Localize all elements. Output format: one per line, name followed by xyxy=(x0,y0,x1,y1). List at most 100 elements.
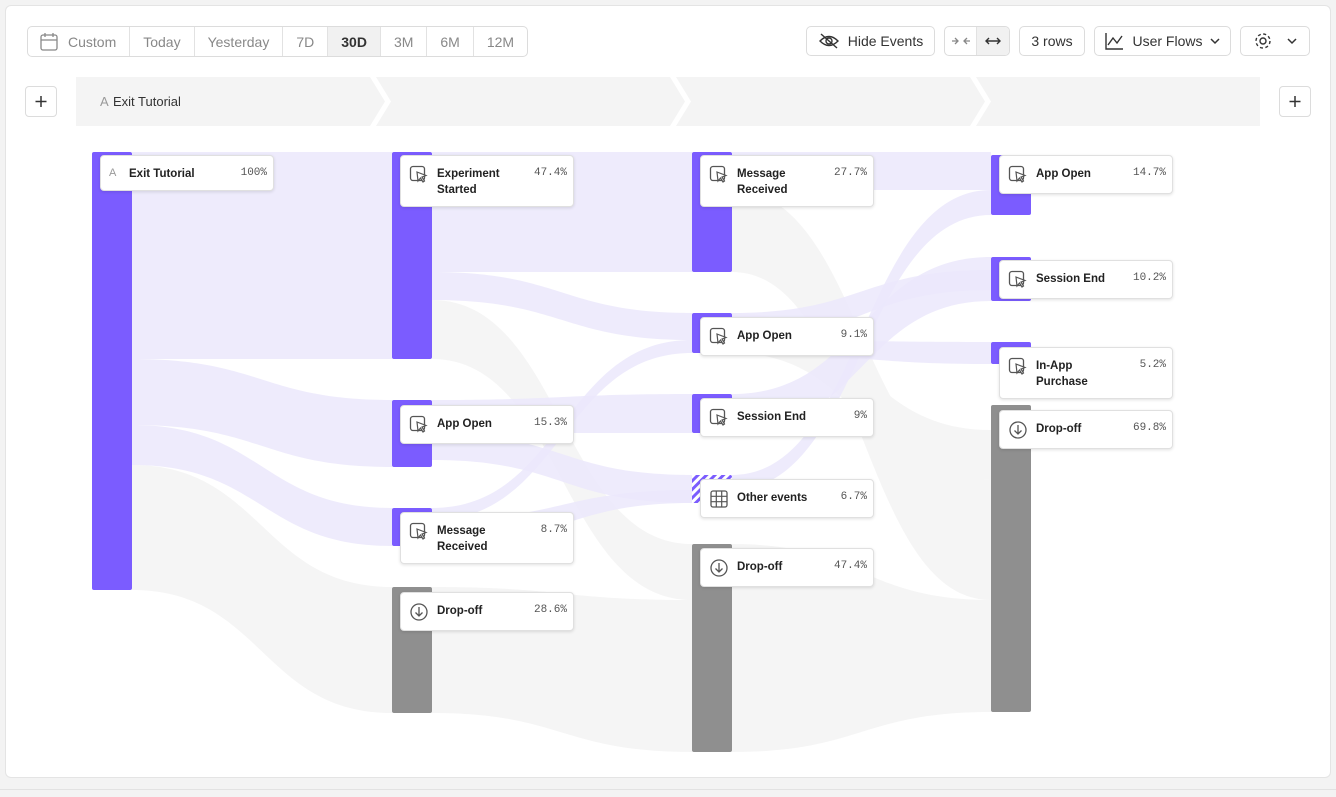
event-icon xyxy=(709,165,728,183)
node-percent: 10.2% xyxy=(1132,272,1166,284)
date-range-control: Custom Today Yesterday 7D 30D 3M 6M 12M xyxy=(27,26,529,57)
date-range-option[interactable]: Yesterday xyxy=(195,27,284,56)
date-range-label: 3M xyxy=(393,33,414,50)
grid-icon xyxy=(710,490,728,508)
hide-events-label: Hide Events xyxy=(847,33,924,49)
node-label: Other events xyxy=(737,492,808,504)
node-percent: 9.1% xyxy=(840,329,867,341)
expand-button[interactable] xyxy=(977,27,1009,55)
node-percent: 47.4% xyxy=(533,167,567,179)
node-label: Drop-off xyxy=(737,561,783,573)
node-label: Exit Tutorial xyxy=(129,168,195,180)
node-percent: 6.7% xyxy=(840,491,867,503)
node-card[interactable]: A Exit Tutorial 100% xyxy=(100,155,274,191)
drop-off-icon xyxy=(1009,421,1027,439)
event-icon xyxy=(1008,270,1027,288)
rows-button[interactable]: 3 rows xyxy=(1019,26,1085,56)
flow-band xyxy=(432,300,692,600)
rows-label: 3 rows xyxy=(1031,33,1073,49)
date-range-label: 30D xyxy=(341,33,367,50)
step-header xyxy=(376,77,685,126)
expand-icon xyxy=(985,37,1001,45)
compress-button[interactable] xyxy=(945,27,978,55)
gear-icon xyxy=(1255,33,1271,49)
event-icon xyxy=(1008,357,1027,375)
chevron-icon xyxy=(1287,38,1297,45)
date-range-option[interactable]: Today xyxy=(130,27,195,56)
plus-icon xyxy=(1289,96,1301,107)
node-label: App Open xyxy=(437,418,492,430)
node-percent: 100% xyxy=(240,167,267,179)
node-percent: 47.4% xyxy=(833,560,867,572)
node-percent: 69.8% xyxy=(1132,422,1166,434)
flow-band xyxy=(432,272,692,340)
step-label: Exit Tutorial xyxy=(113,94,181,109)
node-card[interactable]: App Open 14.7% xyxy=(999,155,1173,194)
settings-button[interactable] xyxy=(1240,26,1310,56)
date-range-option[interactable]: 12M xyxy=(474,27,527,56)
node-card[interactable]: Message Received 27.7% xyxy=(700,155,874,207)
divider xyxy=(0,789,1336,790)
date-range-option[interactable]: 6M xyxy=(427,27,474,56)
node-bar xyxy=(991,405,1031,712)
drop-off-icon xyxy=(710,559,728,577)
event-icon xyxy=(409,522,428,540)
node-label: Experiment Started xyxy=(437,168,500,196)
date-range-label: Custom xyxy=(68,33,117,50)
flow-band xyxy=(132,359,392,467)
date-range-label: 7D xyxy=(296,33,315,50)
node-percent: 28.6% xyxy=(533,604,567,616)
calendar-icon xyxy=(40,32,58,51)
node-label: Drop-off xyxy=(437,605,483,617)
node-percent: 15.3% xyxy=(533,417,567,429)
width-toggle xyxy=(944,26,1010,56)
node-card[interactable]: Drop-off 47.4% xyxy=(700,548,874,587)
date-range-option[interactable]: 3M xyxy=(381,27,428,56)
node-percent: 5.2% xyxy=(1139,359,1166,371)
node-label: Session End xyxy=(737,411,807,423)
flow-band xyxy=(432,433,692,503)
node-card[interactable]: Message Received 8.7% xyxy=(400,512,574,564)
flow-band xyxy=(132,152,392,359)
node-card[interactable]: Session End 10.2% xyxy=(999,260,1173,299)
step-header xyxy=(976,77,1260,126)
add-step-button[interactable] xyxy=(25,86,57,117)
node-card[interactable]: Session End 9% xyxy=(700,398,874,437)
chart-icon xyxy=(1105,33,1124,50)
date-range-label: Yesterday xyxy=(207,33,270,50)
date-range-option[interactable]: 30D xyxy=(328,27,381,56)
node-card[interactable]: Drop-off 69.8% xyxy=(999,410,1173,449)
compress-icon xyxy=(951,37,970,45)
drop-off-icon xyxy=(410,603,428,621)
node-percent: 27.7% xyxy=(833,167,867,179)
date-range-option[interactable]: Custom xyxy=(28,27,131,56)
step-header xyxy=(76,77,385,126)
step-marker: A xyxy=(100,94,109,109)
node-card[interactable]: App Open 9.1% xyxy=(700,317,874,356)
date-range-label: 6M xyxy=(440,33,460,50)
node-card[interactable]: Drop-off 28.6% xyxy=(400,592,574,631)
flow-band xyxy=(732,544,991,752)
node-card[interactable]: Experiment Started 47.4% xyxy=(400,155,574,207)
node-card[interactable]: App Open 15.3% xyxy=(400,405,574,444)
event-icon xyxy=(409,415,428,433)
node-card[interactable]: Other events 6.7% xyxy=(700,479,874,518)
node-marker: A xyxy=(109,167,117,179)
add-step-button[interactable] xyxy=(1279,86,1311,117)
date-range-label: 12M xyxy=(486,33,515,50)
node-label: App Open xyxy=(737,330,792,342)
node-label: Drop-off xyxy=(1036,423,1082,435)
node-label: Message Received xyxy=(737,168,788,196)
node-percent: 8.7% xyxy=(540,524,567,536)
date-range-option[interactable]: 7D xyxy=(283,27,329,56)
node-label: Session End xyxy=(1036,273,1106,285)
chevron-icon xyxy=(1209,38,1220,45)
view-selector[interactable]: User Flows xyxy=(1094,26,1231,56)
node-bar xyxy=(92,152,132,590)
flow-band xyxy=(132,465,392,713)
node-card[interactable]: In-App Purchase 5.2% xyxy=(999,347,1173,399)
node-label: App Open xyxy=(1036,168,1091,180)
node-label: Message Received xyxy=(437,525,488,553)
hide-events-button[interactable]: Hide Events xyxy=(806,26,935,56)
